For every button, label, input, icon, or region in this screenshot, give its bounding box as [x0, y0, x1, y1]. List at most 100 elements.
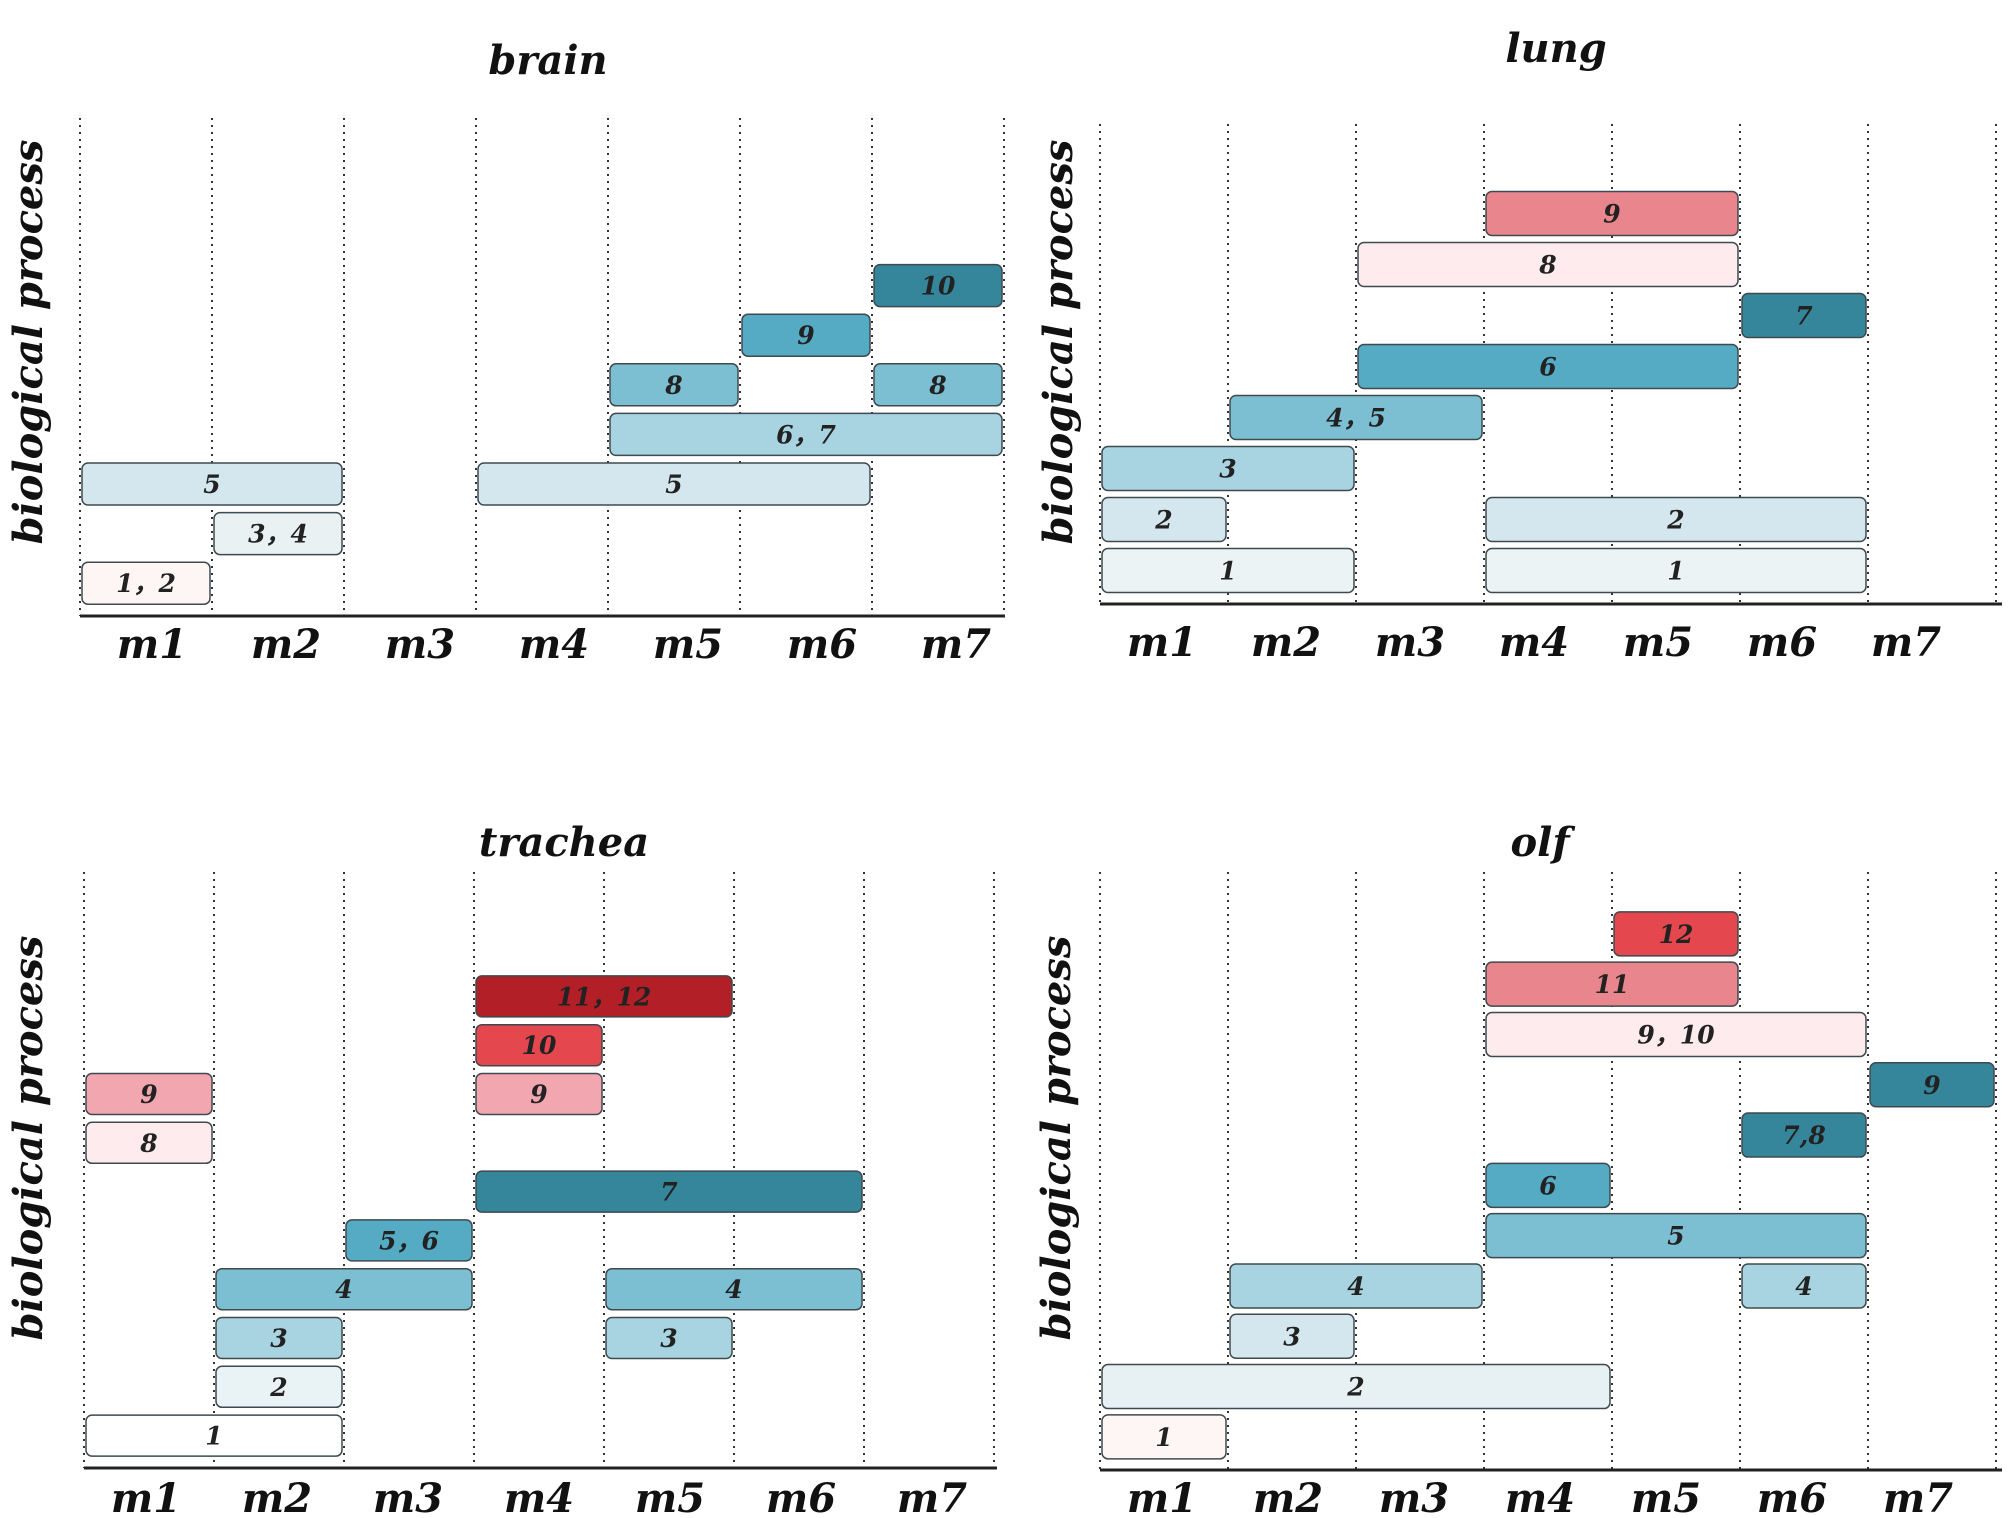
process-bar	[477, 462, 871, 506]
bar-label: 6	[1539, 1171, 1556, 1200]
bar-label: 10	[522, 1031, 557, 1060]
x-tick-label: m6	[1757, 1475, 1827, 1518]
bar-label: 5	[203, 470, 220, 499]
x-tick-label: m7	[897, 1475, 967, 1518]
x-tick-label: m5	[1631, 1475, 1701, 1518]
chart-title: brain	[488, 37, 607, 84]
bar-label: 4	[725, 1275, 742, 1304]
x-tick-label: m5	[1623, 619, 1693, 666]
x-tick-label: m4	[504, 1475, 574, 1518]
process-bar	[1229, 1313, 1355, 1359]
bar-label: 11，12	[557, 982, 652, 1011]
x-tick-label: m5	[635, 1475, 705, 1518]
y-axis-label: biological process	[1035, 140, 1082, 545]
process-bar	[475, 1023, 603, 1067]
x-tick-label: m1	[117, 621, 187, 668]
x-tick-label: m3	[385, 621, 455, 668]
process-bar	[1101, 496, 1227, 543]
bar-label: 2	[1666, 506, 1684, 535]
bar-label: 9	[1603, 200, 1620, 229]
bar-label: 7	[660, 1178, 678, 1207]
bar-label: 1，2	[116, 569, 176, 598]
x-tick-label: m1	[1127, 1475, 1197, 1518]
bar-label: 1	[1219, 557, 1236, 586]
bar-label: 3	[1219, 455, 1236, 484]
process-bar	[1613, 911, 1739, 957]
x-tick-label: m4	[1505, 1475, 1575, 1518]
bar-label: 7	[1795, 302, 1813, 331]
process-bar	[1485, 547, 1867, 594]
process-bar	[215, 1316, 343, 1360]
process-bar	[1229, 394, 1483, 441]
chart-panel-trachea: trachea biological process m1 m2 m3 m4 m5 m6 m7 1…	[5, 819, 997, 1518]
process-bar	[475, 1170, 863, 1213]
bar-label: 10	[921, 272, 956, 301]
x-tick-label: m4	[519, 621, 589, 668]
x-tick-label: m3	[1375, 619, 1445, 666]
process-bar	[1485, 1212, 1867, 1259]
bar-label: 1	[1155, 1423, 1172, 1452]
process-bar	[81, 561, 211, 605]
process-bar	[215, 1267, 473, 1311]
x-tick-label: m2	[242, 1475, 312, 1518]
bar-label: 9，10	[1637, 1020, 1715, 1049]
process-bar	[609, 412, 1003, 457]
x-tick-label: m4	[1499, 619, 1569, 666]
bar-label: 5	[1667, 1222, 1684, 1251]
process-bar	[1101, 1414, 1227, 1460]
bar-label: 4，5	[1326, 404, 1386, 433]
process-bar	[1101, 445, 1355, 492]
process-bar	[475, 1072, 603, 1116]
bar-label: 2	[269, 1373, 287, 1402]
process-bar	[1485, 496, 1867, 543]
process-bar	[85, 1414, 343, 1457]
process-bar	[215, 1365, 343, 1409]
chart-panel-brain: brain biological process m1 m2 m3 m4 m5 m6 m7 1，2…	[5, 37, 1005, 668]
x-tick-label: m2	[1253, 1475, 1323, 1518]
bar-label: 2	[1154, 506, 1172, 535]
x-tick-label: m3	[373, 1475, 443, 1518]
x-tick-label: m2	[1251, 619, 1321, 666]
bar-label: 4	[335, 1275, 352, 1304]
process-bar	[85, 1072, 213, 1116]
x-tick-label: m7	[1883, 1475, 1953, 1518]
bar-label: 4	[1795, 1272, 1812, 1301]
bar-label: 12	[1659, 920, 1694, 949]
process-bar	[1357, 241, 1739, 288]
bar-label: 9	[1923, 1071, 1940, 1100]
bar-label: 3	[270, 1324, 287, 1353]
process-bar	[873, 263, 1003, 308]
x-tick-label: m5	[653, 621, 723, 668]
x-tick-label: m6	[787, 621, 857, 668]
bar-label: 9	[797, 321, 814, 350]
bar-label: 6	[1539, 353, 1556, 382]
process-bar	[609, 363, 739, 407]
process-bar	[213, 511, 343, 556]
chart-title: lung	[1505, 25, 1606, 72]
x-tick-label: m6	[1747, 619, 1817, 666]
x-tick-label: m6	[766, 1475, 836, 1518]
process-bar	[1485, 1162, 1611, 1209]
chart-title: trachea	[479, 819, 649, 866]
process-bar	[475, 975, 733, 1018]
process-bar	[605, 1316, 733, 1360]
chart-title: olf	[1510, 819, 1575, 866]
process-bar	[1869, 1062, 1995, 1108]
process-bar	[873, 363, 1003, 407]
bar-label: 8	[1538, 251, 1556, 280]
x-tick-label: m1	[1127, 619, 1197, 666]
bar-label: 5	[665, 470, 682, 499]
bar-label: 2	[1346, 1373, 1364, 1402]
bar-label: 8	[664, 371, 682, 400]
bar-label: 3	[660, 1324, 677, 1353]
bar-label: 1	[1667, 557, 1684, 586]
process-bar	[1485, 190, 1739, 237]
process-bar	[345, 1219, 473, 1262]
bar-label: 3，4	[248, 520, 308, 549]
process-bar	[81, 462, 343, 506]
bar-label: 9	[140, 1080, 157, 1109]
chart-panel-lung: lung biological process m1 m2 m3 m4 m5 m6 m7 1 1 2 2…	[1035, 25, 2002, 666]
bar-label: 6，7	[776, 420, 836, 449]
